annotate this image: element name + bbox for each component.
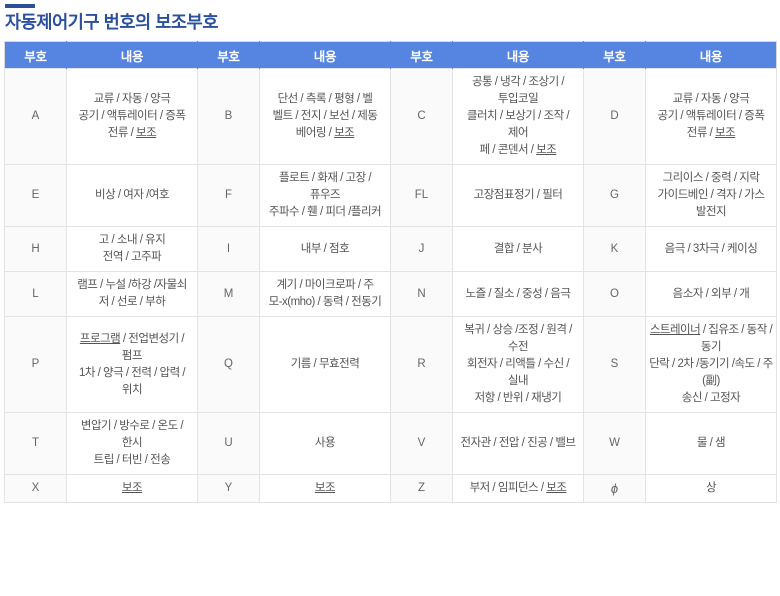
- column-header-desc-1: 내용: [66, 41, 198, 69]
- cell-description: 음극 / 3차극 / 케이싱: [645, 226, 777, 272]
- description-link[interactable]: 스트레이너: [649, 324, 701, 336]
- table-row: T 변압기 / 방수로 / 온도 / 한시 트립 / 터빈 / 전송 U 사용 V 전자관 …: [4, 412, 777, 475]
- cell-code: F: [197, 164, 260, 227]
- cell-code: P: [4, 316, 67, 413]
- cell-description: 보조: [66, 474, 198, 503]
- page-root: 자동제어기구 번호의 보조부호 부호 내용 부호 내용 부호 내용 부호 내용 …: [0, 4, 780, 596]
- column-header-code-4: 부호: [583, 41, 646, 69]
- cell-code: G: [583, 164, 646, 227]
- description-link[interactable]: 보조: [715, 127, 736, 139]
- table-row: E 비상 / 여자 /여호 F 플로트 / 화재 / 고장 / 퓨우즈 주파수 / 휀 …: [4, 164, 777, 227]
- cell-description: 부저 / 임피던스 / 보조: [452, 474, 584, 503]
- cell-description: 물 / 샘: [645, 412, 777, 475]
- cell-description: 기름 / 무효전력: [259, 316, 391, 413]
- cell-description: 변압기 / 방수로 / 온도 / 한시 트립 / 터빈 / 전송: [66, 412, 198, 475]
- description-link[interactable]: 보조: [314, 482, 336, 494]
- cell-description: 음소자 / 외부 / 개: [645, 271, 777, 317]
- title-block: 자동제어기구 번호의 보조부호: [0, 4, 780, 33]
- cell-description: 복귀 / 상승 /조정 / 원격 / 수전 회전자 / 리액틀 / 수신 / 실내…: [452, 316, 584, 413]
- table-row: X 보조 Y 보조 Z 부저 / 임피던스 / 보조 ϕ 상: [4, 474, 777, 503]
- cell-code: U: [197, 412, 260, 475]
- cell-code: J: [390, 226, 453, 272]
- cell-code: C: [390, 68, 453, 165]
- cell-code: ϕ: [583, 474, 646, 503]
- description-link[interactable]: 보조: [334, 127, 355, 139]
- description-link[interactable]: 보조: [536, 144, 557, 156]
- table-row: L 램프 / 누설 /하강 /자물쇠 저 / 선로 / 부하 M 계기 / 마이크로파 …: [4, 271, 777, 317]
- cell-description: 교류 / 자동 / 양극 공기 / 액튜레이터 / 증폭 전류 / 보조: [66, 68, 198, 165]
- table-row: P 프로그램 / 전업변성기 / 펌프 1차 / 양극 / 전력 / 압력 / 위치…: [4, 316, 777, 413]
- auxiliary-code-table: 부호 내용 부호 내용 부호 내용 부호 내용 A 교류 / 자동 / 양극 공기 …: [4, 41, 777, 503]
- cell-description: 그리이스 / 중력 / 지락 가이드베인 / 격자 / 가스 발전지: [645, 164, 777, 227]
- table-row: A 교류 / 자동 / 양극 공기 / 액튜레이터 / 증폭 전류 / 보조 B 단선 /…: [4, 68, 777, 165]
- cell-code: Y: [197, 474, 260, 503]
- table-body: A 교류 / 자동 / 양극 공기 / 액튜레이터 / 증폭 전류 / 보조 B 단선 /…: [4, 68, 777, 503]
- cell-description: 프로그램 / 전업변성기 / 펌프 1차 / 양극 / 전력 / 압력 / 위치: [66, 316, 198, 413]
- cell-code: B: [197, 68, 260, 165]
- cell-description: 상: [645, 474, 777, 503]
- cell-code: W: [583, 412, 646, 475]
- cell-code: A: [4, 68, 67, 165]
- cell-description: 교류 / 자동 / 양극 공기 / 액튜레이터 / 증폭 전류 / 보조: [645, 68, 777, 165]
- cell-code: R: [390, 316, 453, 413]
- column-header-code-1: 부호: [4, 41, 67, 69]
- cell-description: 비상 / 여자 /여호: [66, 164, 198, 227]
- cell-code: V: [390, 412, 453, 475]
- cell-description: 스트레이너 / 집유조 / 동작 / 동기 단락 / 2차 /동기기 /속도 / …: [645, 316, 777, 413]
- cell-description: 결합 / 분사: [452, 226, 584, 272]
- column-header-code-3: 부호: [390, 41, 453, 69]
- cell-description: 램프 / 누설 /하강 /자물쇠 저 / 선로 / 부하: [66, 271, 198, 317]
- description-link[interactable]: 보조: [121, 482, 143, 494]
- cell-code: O: [583, 271, 646, 317]
- cell-code: M: [197, 271, 260, 317]
- column-header-desc-4: 내용: [645, 41, 777, 69]
- cell-description: 고 / 소내 / 유지 전역 / 고주파: [66, 226, 198, 272]
- cell-description: 고장점표정기 / 필터: [452, 164, 584, 227]
- cell-code: T: [4, 412, 67, 475]
- description-link[interactable]: 보조: [546, 482, 567, 494]
- cell-description: 계기 / 마이크로파 / 주 모-x(mho) / 동력 / 전동기: [259, 271, 391, 317]
- column-header-code-2: 부호: [197, 41, 260, 69]
- description-link[interactable]: 프로그램: [79, 332, 121, 345]
- cell-description: 내부 / 점호: [259, 226, 391, 272]
- description-link[interactable]: 보조: [136, 127, 157, 139]
- page-title: 자동제어기구 번호의 보조부호: [5, 12, 219, 32]
- cell-code: L: [4, 271, 67, 317]
- cell-description: 전자관 / 전압 / 진공 / 밸브: [452, 412, 584, 475]
- cell-description: 보조: [259, 474, 391, 503]
- cell-description: 노즐 / 질소 / 중성 / 음극: [452, 271, 584, 317]
- cell-code: H: [4, 226, 67, 272]
- cell-code: D: [583, 68, 646, 165]
- cell-description: 공통 / 냉각 / 조상기 / 투입코일 클러치 / 보상기 / 조작 / 제어 페…: [452, 68, 584, 165]
- title-accent-rule: [5, 4, 35, 8]
- cell-code: Q: [197, 316, 260, 413]
- cell-code: E: [4, 164, 67, 227]
- cell-description: 단선 / 측록 / 평형 / 벨 벨트 / 전지 / 보선 / 제동 베어링 / 보…: [259, 68, 391, 165]
- cell-code: N: [390, 271, 453, 317]
- table-header: 부호 내용 부호 내용 부호 내용 부호 내용: [4, 41, 777, 69]
- cell-code: Z: [390, 474, 453, 503]
- column-header-desc-3: 내용: [452, 41, 584, 69]
- column-header-desc-2: 내용: [259, 41, 391, 69]
- cell-code: I: [197, 226, 260, 272]
- cell-code: K: [583, 226, 646, 272]
- cell-code: S: [583, 316, 646, 413]
- cell-code: X: [4, 474, 67, 503]
- cell-description: 플로트 / 화재 / 고장 / 퓨우즈 주파수 / 휀 / 피더 /플리커: [259, 164, 391, 227]
- cell-description: 사용: [259, 412, 391, 475]
- table-header-row: 부호 내용 부호 내용 부호 내용 부호 내용: [4, 41, 777, 69]
- cell-code: FL: [390, 164, 453, 227]
